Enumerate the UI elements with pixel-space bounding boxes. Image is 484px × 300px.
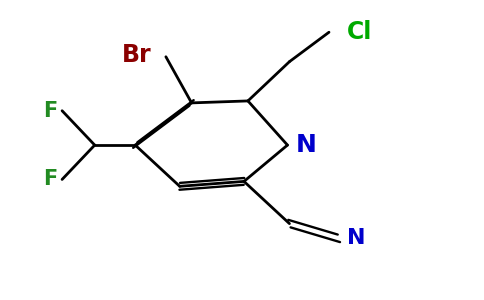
Text: N: N (347, 228, 365, 248)
Text: F: F (43, 101, 57, 121)
Text: Br: Br (121, 43, 151, 67)
Text: F: F (43, 169, 57, 189)
Text: Cl: Cl (347, 20, 372, 44)
Text: N: N (295, 133, 316, 157)
